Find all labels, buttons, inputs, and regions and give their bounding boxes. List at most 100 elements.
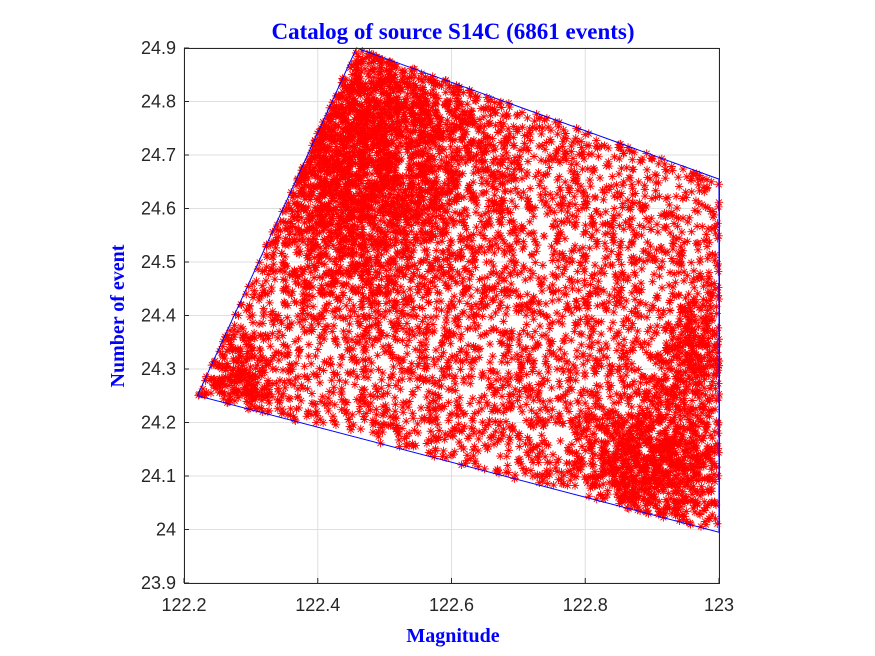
- event-point: [712, 309, 721, 318]
- event-point: [327, 375, 336, 385]
- event-point: [405, 374, 415, 383]
- event-point: [343, 156, 352, 165]
- event-point: [263, 376, 273, 385]
- event-point: [655, 410, 664, 419]
- event-point: [616, 372, 625, 381]
- event-point: [662, 247, 672, 257]
- event-point: [532, 338, 542, 348]
- event-point: [513, 270, 522, 279]
- event-point: [680, 405, 690, 414]
- event-point: [594, 152, 603, 161]
- event-point: [395, 265, 404, 275]
- event-point: [403, 255, 413, 264]
- event-point: [274, 232, 283, 242]
- event-point: [659, 475, 668, 485]
- event-point: [239, 335, 249, 345]
- event-point: [683, 271, 692, 280]
- event-point: [416, 227, 425, 237]
- event-point: [675, 314, 684, 324]
- event-point: [693, 462, 702, 472]
- event-point: [551, 151, 560, 161]
- event-point: [333, 340, 342, 350]
- event-point: [407, 359, 416, 368]
- event-point: [248, 318, 258, 327]
- event-point: [683, 237, 692, 246]
- event-point: [624, 425, 634, 435]
- event-point: [707, 461, 717, 470]
- event-point: [441, 317, 451, 327]
- event-point: [541, 157, 550, 166]
- event-point: [684, 301, 694, 310]
- event-point: [581, 409, 590, 419]
- event-point: [256, 331, 266, 340]
- event-point: [421, 340, 431, 350]
- event-point: [465, 399, 475, 408]
- event-point: [692, 341, 701, 350]
- event-point: [332, 254, 341, 263]
- event-point: [251, 364, 260, 373]
- event-point: [657, 283, 667, 293]
- event-point: [638, 343, 647, 352]
- event-point: [663, 422, 673, 432]
- event-point: [573, 186, 583, 195]
- event-point: [467, 423, 476, 433]
- event-point: [426, 313, 436, 322]
- event-point: [604, 143, 613, 153]
- event-point: [401, 240, 410, 249]
- event-point: [328, 159, 337, 169]
- event-point: [504, 369, 513, 378]
- event-point: [406, 170, 416, 180]
- event-point: [392, 194, 401, 203]
- event-point: [531, 124, 541, 133]
- event-point: [674, 182, 684, 191]
- event-point: [599, 457, 608, 467]
- event-point: [554, 229, 563, 238]
- event-point: [480, 464, 489, 474]
- event-point: [388, 323, 398, 332]
- event-point: [706, 309, 716, 318]
- event-point: [634, 177, 643, 187]
- event-point: [689, 295, 698, 304]
- event-point: [294, 224, 304, 234]
- event-point: [515, 376, 524, 386]
- event-point: [378, 113, 387, 122]
- event-point: [535, 321, 545, 331]
- event-point: [560, 234, 570, 243]
- event-point: [252, 404, 261, 413]
- event-point: [609, 472, 618, 481]
- event-point: [582, 141, 592, 150]
- event-point: [566, 375, 575, 384]
- event-point: [584, 292, 593, 301]
- event-point: [435, 184, 445, 193]
- event-point: [465, 85, 474, 95]
- event-point: [327, 266, 336, 276]
- event-point: [324, 393, 333, 403]
- event-point: [259, 311, 268, 321]
- event-point: [256, 345, 265, 355]
- event-point: [573, 430, 582, 439]
- event-point: [337, 117, 347, 127]
- event-point: [492, 269, 501, 278]
- event-point: [619, 341, 629, 350]
- event-point: [421, 373, 430, 383]
- event-point: [615, 143, 625, 153]
- event-point: [519, 242, 529, 251]
- event-point: [444, 281, 454, 291]
- event-point: [683, 326, 692, 336]
- event-point: [226, 340, 235, 350]
- event-point: [496, 417, 505, 427]
- event-point: [271, 365, 281, 374]
- event-point: [421, 345, 430, 354]
- event-point: [276, 316, 286, 326]
- event-point: [405, 397, 414, 406]
- event-point: [465, 147, 474, 157]
- event-point: [474, 427, 484, 437]
- event-point: [474, 434, 483, 444]
- event-point: [388, 219, 398, 228]
- event-point: [384, 112, 393, 122]
- event-point: [455, 217, 464, 226]
- event-point: [546, 206, 555, 216]
- event-point: [712, 462, 721, 472]
- event-point: [505, 333, 514, 343]
- event-point: [615, 296, 624, 305]
